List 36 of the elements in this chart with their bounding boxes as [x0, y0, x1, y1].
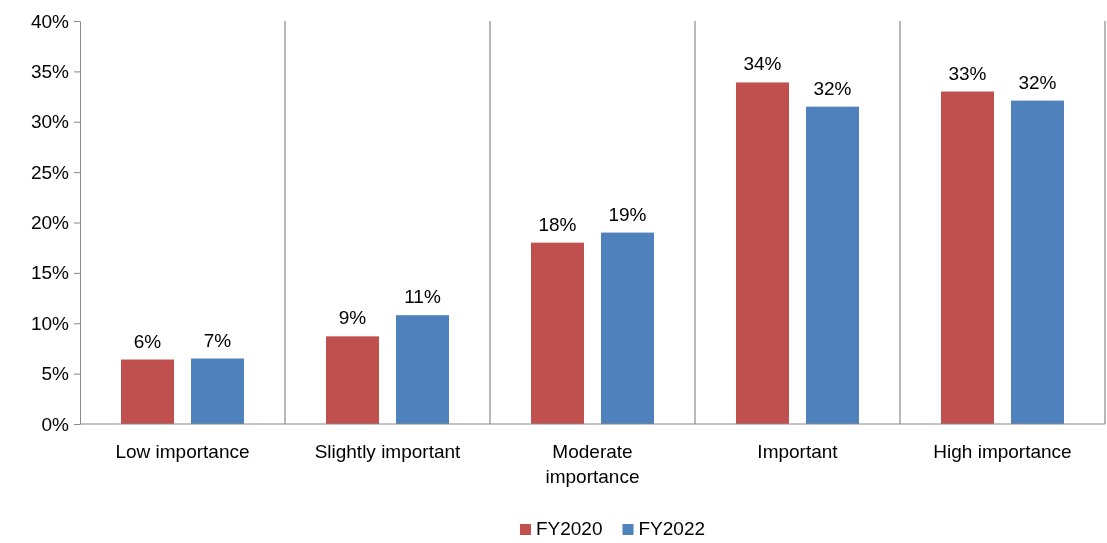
- bar: [191, 358, 244, 424]
- bar: [531, 242, 584, 424]
- data-label: 19%: [608, 203, 647, 225]
- data-label: 32%: [813, 77, 852, 99]
- bar: [601, 232, 654, 424]
- y-tick-label: 30%: [30, 111, 70, 133]
- x-tick-label: Important: [757, 441, 839, 462]
- bar: [941, 91, 994, 424]
- y-tick-label: 0%: [41, 413, 70, 435]
- bar: [326, 336, 379, 424]
- y-tick-label: 25%: [30, 161, 70, 183]
- bar: [806, 106, 859, 424]
- y-tick-label: 5%: [41, 363, 70, 385]
- y-tick-label: 10%: [30, 312, 70, 334]
- bar: [396, 315, 449, 424]
- y-tick-label: 35%: [30, 60, 70, 82]
- bar: [121, 359, 174, 424]
- bar: [736, 82, 789, 424]
- y-tick-label: 20%: [30, 212, 70, 234]
- data-label: 33%: [948, 62, 987, 84]
- x-tick-label: Slightly important: [314, 441, 462, 462]
- x-tick-label: High importance: [933, 441, 1072, 462]
- data-label: 11%: [404, 286, 441, 308]
- y-tick-label: 40%: [30, 10, 70, 32]
- x-tick-label: Moderate importance: [545, 441, 640, 487]
- y-tick-label: 15%: [30, 262, 70, 284]
- data-label: 9%: [338, 307, 367, 329]
- legend-label: FY2022: [638, 518, 706, 539]
- x-tick-label: Low importance: [115, 441, 250, 462]
- data-label: 18%: [538, 213, 577, 235]
- data-label: 7%: [203, 329, 232, 351]
- data-label: 32%: [1018, 71, 1057, 93]
- data-label: 6%: [133, 330, 162, 352]
- bar: [1011, 100, 1064, 424]
- data-label: 34%: [743, 53, 782, 75]
- legend-label: FY2020: [535, 518, 603, 539]
